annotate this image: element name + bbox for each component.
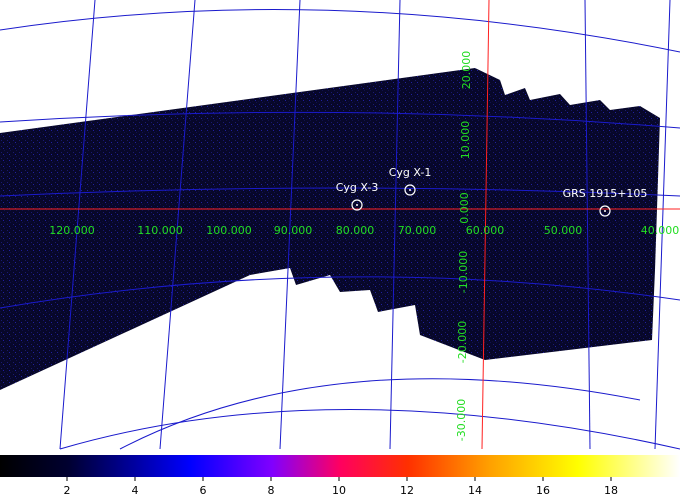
crosshair-vertical: [481, 0, 490, 450]
source-marker-dot: [409, 189, 411, 191]
coordinate-grid: [0, 0, 680, 450]
source-marker: [599, 205, 611, 217]
longitude-label: 40.000: [641, 224, 680, 237]
source-label: Cyg X-3: [336, 181, 379, 194]
colorbar-tick-label: 14: [468, 484, 482, 497]
colorbar-tick-label: 12: [400, 484, 414, 497]
colorbar-tick-label: 18: [604, 484, 618, 497]
longitude-label: 120.000: [49, 224, 95, 237]
longitude-label: 80.000: [336, 224, 375, 237]
colorbar-tick-label: 4: [132, 484, 139, 497]
source-label: GRS 1915+105: [563, 187, 648, 200]
source-marker-dot: [604, 210, 606, 212]
colorbar-tick-label: 6: [200, 484, 207, 497]
colorbar-tick-label: 16: [536, 484, 550, 497]
source-marker: [404, 184, 416, 196]
exposure-region: [0, 68, 660, 390]
latitude-label: 10.000: [459, 121, 472, 160]
colorbar-tick-label: 10: [332, 484, 346, 497]
source-marker: [351, 199, 363, 211]
source-label: Cyg X-1: [389, 166, 432, 179]
colorbar-tick-label: 8: [268, 484, 275, 497]
source-marker-dot: [356, 204, 358, 206]
latitude-label: -10.000: [457, 251, 470, 293]
longitude-label: 60.000: [466, 224, 505, 237]
latitude-label: 20.000: [460, 51, 473, 90]
longitude-label: 90.000: [274, 224, 313, 237]
latitude-label: -30.000: [455, 399, 468, 441]
longitude-label: 100.000: [206, 224, 252, 237]
longitude-label: 70.000: [398, 224, 437, 237]
colorbar: [0, 455, 680, 477]
longitude-label: 110.000: [137, 224, 183, 237]
latitude-label: 0.000: [458, 192, 471, 224]
colorbar-tick-label: 2: [64, 484, 71, 497]
latitude-label: -20.000: [456, 321, 469, 363]
longitude-label: 50.000: [544, 224, 583, 237]
